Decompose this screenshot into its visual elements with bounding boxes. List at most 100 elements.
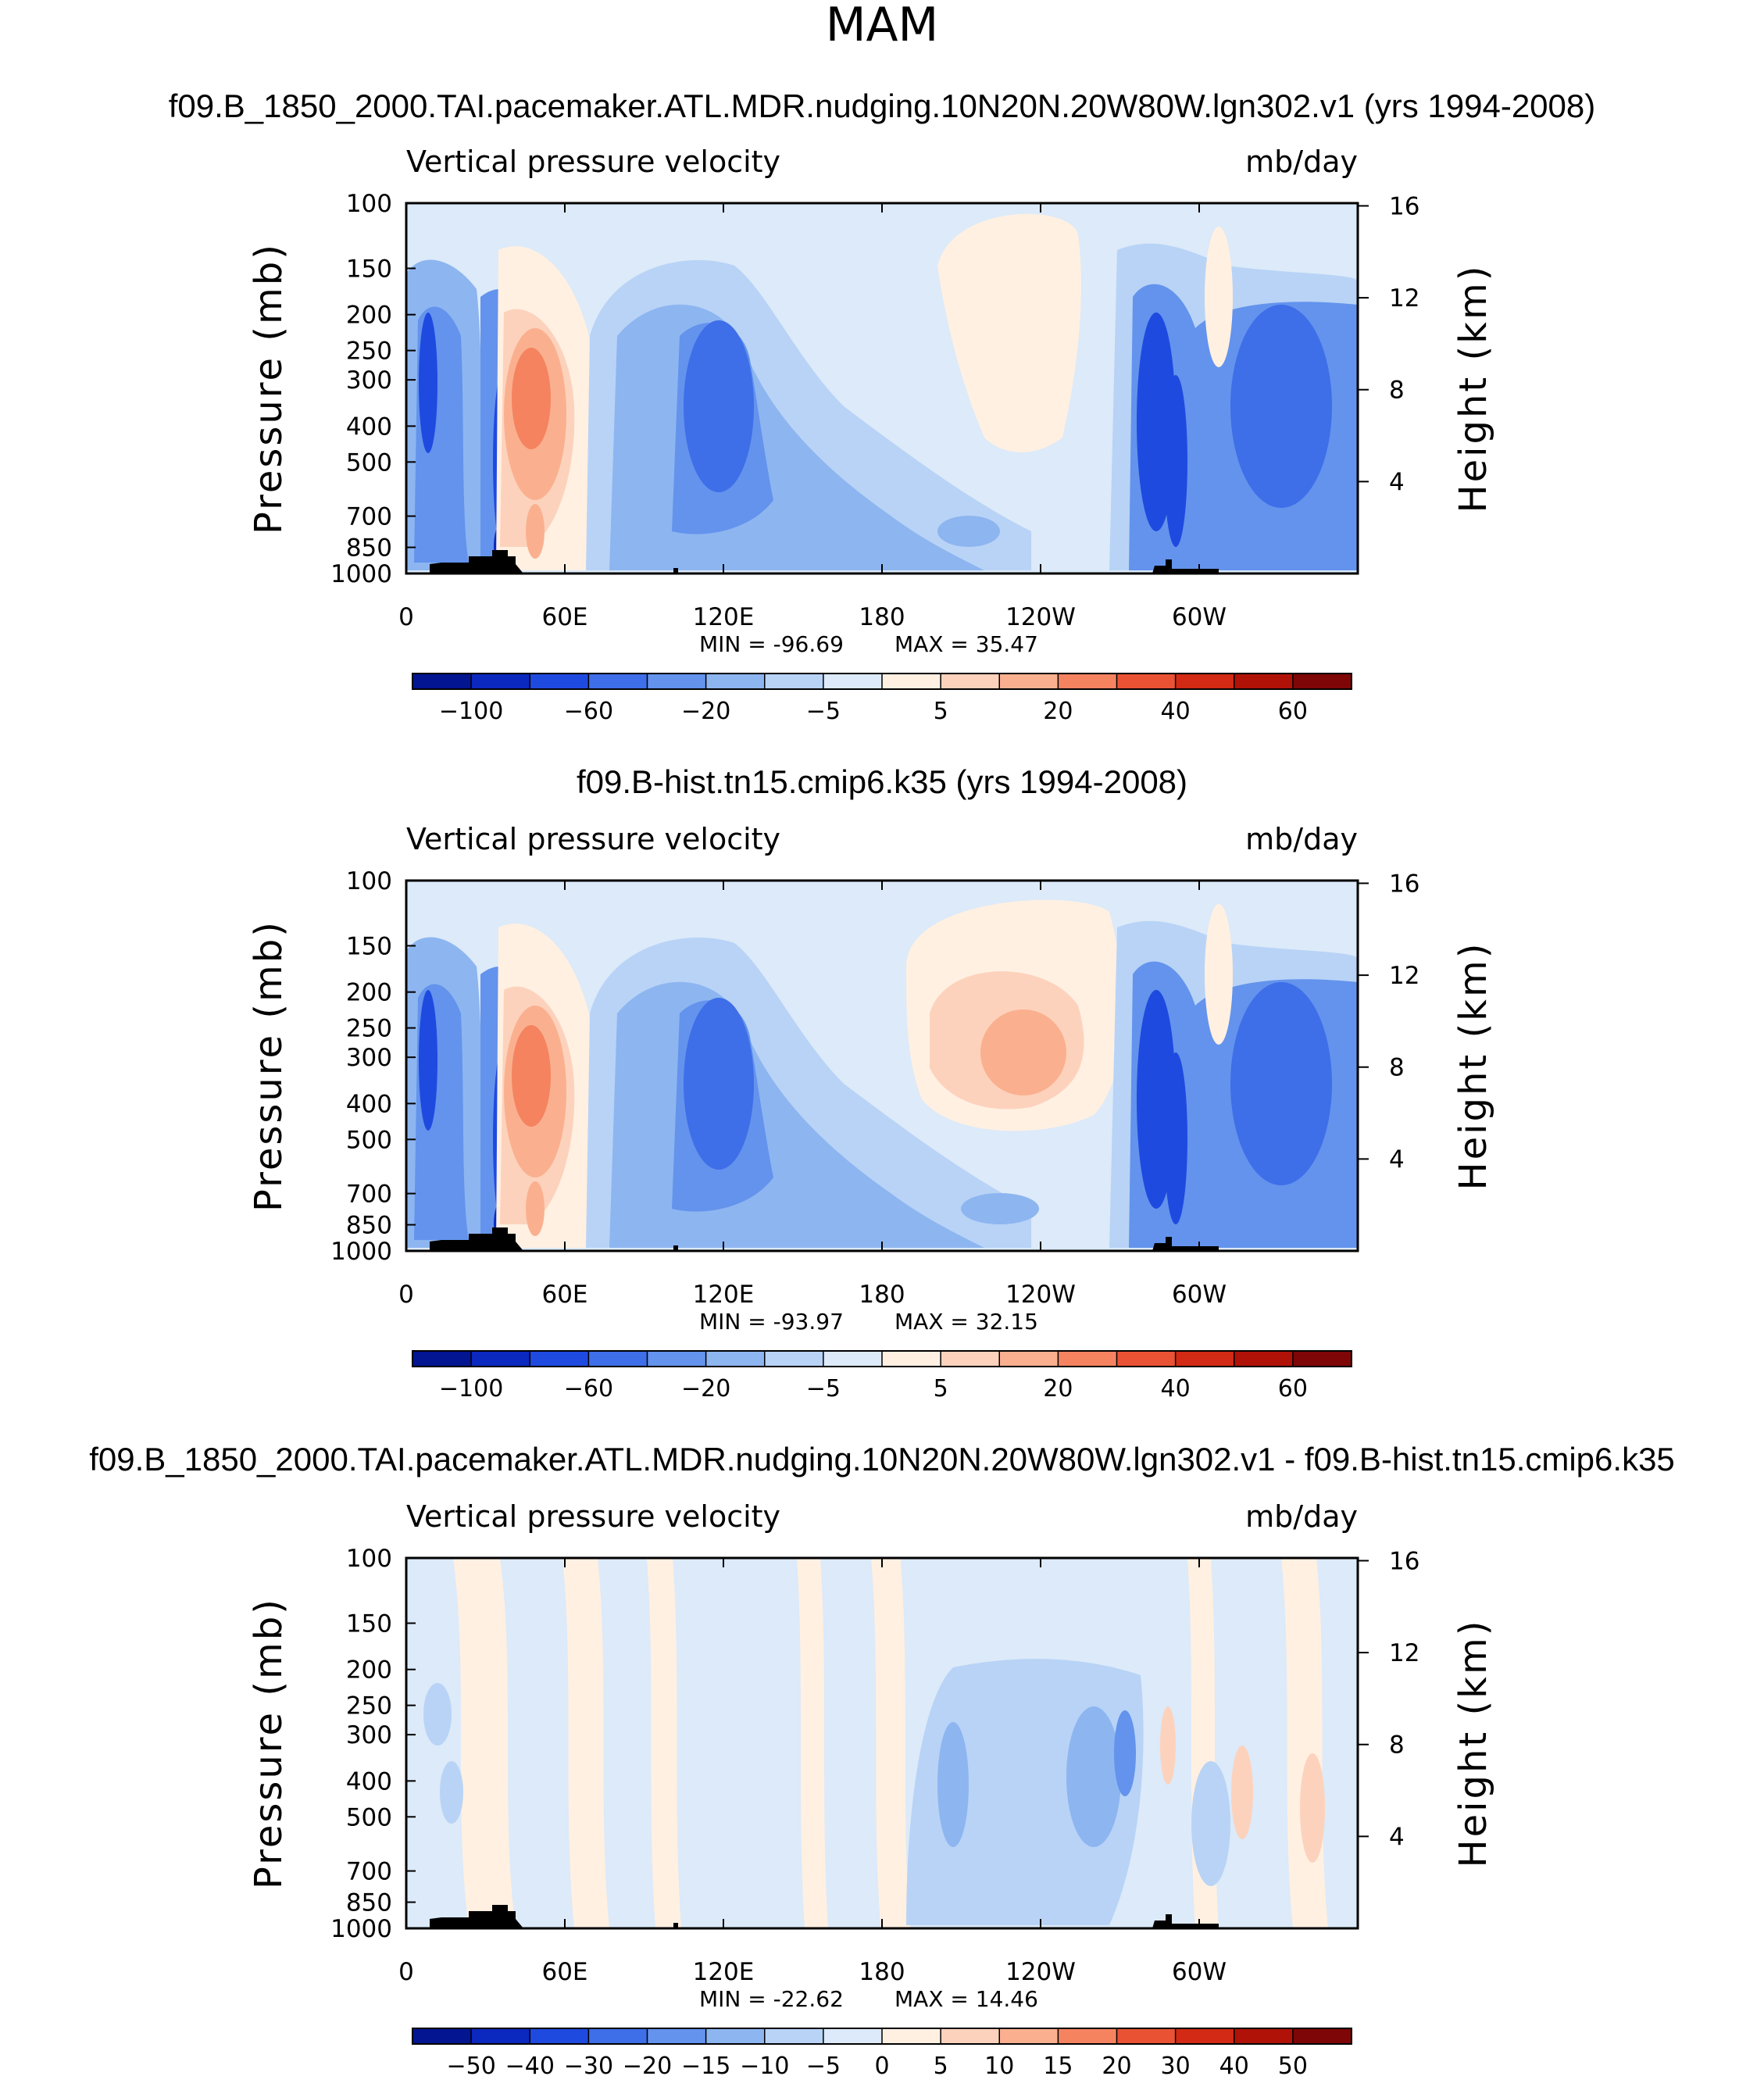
positive-peak-atlantic-2 (1300, 1753, 1325, 1863)
colorbar-box (412, 674, 472, 689)
x-tick-label: 60W (1172, 603, 1227, 631)
x-tick-label: 60E (541, 1281, 587, 1309)
colorbar-box (1058, 674, 1117, 689)
colorbar-box (530, 674, 589, 689)
positive-peak-atlantic-1 (1231, 1745, 1253, 1839)
colorbar-box (1292, 1351, 1352, 1367)
ascent-peak-africa (419, 313, 437, 453)
max-label: MAX = 14.46 (894, 1986, 1038, 2012)
y-axis-label: Pressure (mb) (247, 242, 291, 534)
colorbar-label: 60 (1278, 1375, 1308, 1402)
colorbar-label: −20 (623, 2053, 672, 2076)
colorbar-label: −5 (806, 1375, 841, 1402)
y-tick-label: 200 (346, 979, 392, 1007)
negative-core-central (937, 1722, 969, 1847)
y-tick-label: 700 (346, 1858, 392, 1886)
colorbar-box (823, 1351, 882, 1367)
variable-label: Vertical pressure velocity (406, 1499, 780, 1534)
y-tick-label: 500 (346, 448, 392, 477)
colorbar-box (1234, 2028, 1293, 2044)
y-tick-label: 150 (346, 255, 392, 283)
units-label: mb/day (1245, 145, 1358, 179)
x-tick-label: 120E (693, 603, 755, 631)
negative-core-pacific (1066, 1706, 1121, 1847)
y-tick-label: 700 (346, 503, 392, 531)
y-axis-right-label: Height (km) (1452, 264, 1495, 513)
x-tick-label: 180 (859, 1281, 905, 1309)
colorbar-box (705, 1351, 765, 1367)
colorbar-label: 20 (1043, 698, 1073, 725)
colorbar-label: 0 (874, 2053, 889, 2076)
colorbar-label: −5 (806, 698, 841, 725)
colorbar-label: 60 (1278, 698, 1308, 725)
colorbar-label: −50 (446, 2053, 495, 2076)
descent-notch-atlantic (1205, 904, 1233, 1045)
topography-andes (1152, 1237, 1219, 1251)
x-tick-label: 120E (693, 1281, 755, 1309)
x-tick-label: 180 (859, 1958, 905, 1986)
x-tick-label: 60W (1172, 1281, 1227, 1309)
y-axis-label: Pressure (mb) (247, 1597, 291, 1889)
colorbar-label: 40 (1161, 698, 1191, 725)
colorbar-label: 15 (1043, 2053, 1073, 2076)
panel-case-title: f09.B_1850_2000.TAI.pacemaker.ATL.MDR.nu… (169, 88, 1596, 124)
ascent-region-itcz (961, 1193, 1039, 1224)
colorbar-label: 40 (1161, 1375, 1191, 1402)
colorbar-box (705, 2028, 765, 2044)
contour-field (406, 1558, 1358, 1928)
min-label: MIN = -96.69 (699, 631, 844, 657)
colorbar: −50 −40 −30 −20 −15 −10 −5 0 5 10 15 20 30 40 50 (412, 2028, 1352, 2076)
x-tick-label: 120W (1005, 1281, 1076, 1309)
panel-difference: f09.B_1850_2000.TAI.pacemaker.ATL.MDR.nu… (89, 1441, 1675, 2076)
colorbar-label: −15 (681, 2053, 730, 2076)
y-right-tick-label: 16 (1389, 870, 1419, 898)
panel-case-title: f09.B_1850_2000.TAI.pacemaker.ATL.MDR.nu… (89, 1441, 1675, 1477)
colorbar-box (941, 2028, 1000, 2044)
positive-band-3 (797, 1558, 828, 1928)
descent-max-eastpac (980, 1009, 1066, 1095)
colorbar-label: 5 (934, 2053, 948, 2076)
y-tick-label: 850 (346, 534, 392, 563)
colorbar-box (941, 1351, 1000, 1367)
contour-field (406, 203, 1358, 573)
colorbar-box (588, 674, 648, 689)
y-tick-label: 300 (346, 366, 392, 395)
colorbar-box (647, 674, 706, 689)
colorbar-box (471, 1351, 530, 1367)
colorbar-label: 10 (984, 2053, 1014, 2076)
colorbar-box (530, 1351, 589, 1367)
panel-test-case: f09.B-hist.tn15.cmip6.k35 (yrs 1994-2008… (247, 763, 1495, 1402)
topography-andes (1152, 1914, 1219, 1928)
ascent-core-amazon (1164, 1052, 1187, 1224)
y-right-tick-label: 4 (1389, 1145, 1405, 1174)
ascent-peak-atlantic (1230, 305, 1332, 508)
colorbar-box (823, 2028, 882, 2044)
x-tick-label: 60E (541, 603, 587, 631)
contour-field (406, 881, 1358, 1251)
positive-band-2 (647, 1558, 681, 1928)
colorbar: −100 −60 −20 −5 5 20 40 60 (412, 1350, 1352, 1402)
colorbar-box (1292, 2028, 1352, 2044)
x-tick-label: 0 (398, 1958, 414, 1986)
colorbar-box (412, 1351, 472, 1367)
colorbar: −100 −60 −20 −5 5 20 40 60 (412, 673, 1352, 725)
y-tick-label: 250 (346, 1015, 392, 1043)
colorbar-box (1234, 1351, 1293, 1367)
topography-africa (430, 1227, 523, 1251)
colorbar-box (1058, 1351, 1117, 1367)
ascent-region-itcz (937, 516, 1000, 547)
colorbar-label: 5 (934, 1375, 948, 1402)
y-right-tick-label: 4 (1389, 468, 1405, 496)
positive-band-4 (871, 1558, 910, 1928)
y-right-tick-label: 8 (1389, 377, 1405, 405)
colorbar-box (882, 1351, 941, 1367)
descent-max-arabia (512, 1025, 551, 1127)
colorbar-label: 50 (1278, 2053, 1308, 2076)
topography-island (673, 1923, 678, 1928)
colorbar-box (1058, 2028, 1117, 2044)
x-tick-label: 0 (398, 603, 414, 631)
colorbar-box (1116, 2028, 1176, 2044)
positive-band-1 (562, 1558, 609, 1928)
descent-low-arabia (526, 1181, 545, 1236)
